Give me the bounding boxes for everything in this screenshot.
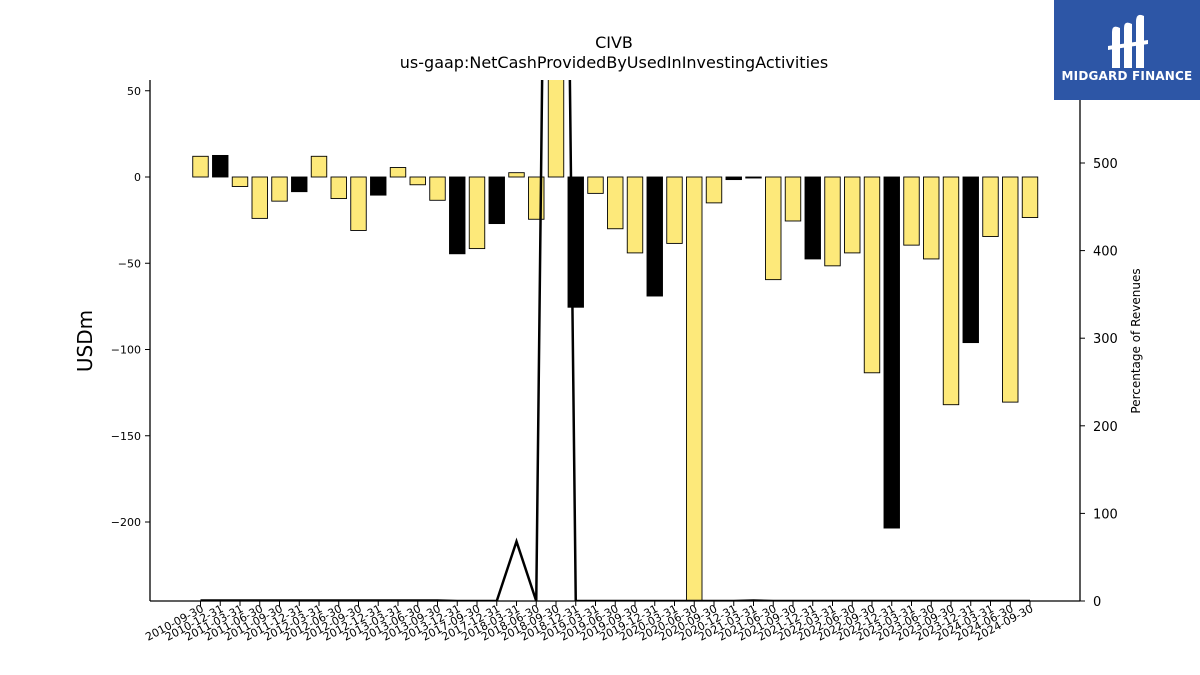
y-axis-label: USDm [73, 310, 97, 372]
bar-2022-09-30 [863, 176, 881, 374]
y2-tick-label: 200 [1093, 420, 1118, 435]
bar-2019-06-30 [607, 176, 624, 230]
bar-2023-03-31 [903, 176, 920, 246]
bar-2011-09-30 [271, 176, 288, 202]
bar-2011-06-30 [251, 176, 268, 219]
bar-2021-06-30 [765, 176, 782, 281]
bar-2023-12-31 [962, 176, 979, 344]
bar-2021-09-30 [784, 176, 802, 222]
bar-2022-06-30 [844, 176, 861, 254]
y-tick-label: −100 [111, 344, 141, 357]
bar-layer [192, 80, 1039, 601]
bar-2021-12-31 [804, 176, 821, 260]
bar-2020-06-30 [686, 176, 703, 601]
bar-2019-09-30 [626, 176, 644, 254]
bar-2020-12-31 [725, 176, 742, 181]
bar-2020-09-30 [705, 176, 723, 204]
y2-tick-label: 400 [1093, 245, 1118, 260]
bar-2010-12-31 [212, 154, 229, 178]
y2-tick-label: 100 [1093, 507, 1118, 522]
bar-2021-03-31 [745, 176, 762, 179]
bar-2010-09-30 [192, 155, 209, 178]
bar-2024-06-30 [1002, 176, 1019, 403]
bar-2011-03-31 [231, 176, 249, 187]
bar-2022-03-31 [824, 176, 841, 267]
bar-2011-12-31 [291, 176, 308, 193]
bar-2012-12-31 [370, 176, 387, 196]
chart-title: CIVB [595, 33, 633, 52]
y-tick-label: −150 [111, 430, 141, 443]
bar-2012-09-30 [350, 176, 367, 231]
bar-2018-03-31 [508, 172, 525, 178]
bar-2019-12-31 [646, 176, 663, 297]
bar-2022-12-31 [883, 176, 900, 529]
y-tick-label: 50 [127, 85, 141, 98]
bar-2020-03-31 [666, 176, 683, 244]
bar-2013-12-31 [449, 176, 466, 255]
bar-2018-09-30 [547, 80, 565, 178]
revenue-percentage-line [200, 80, 1030, 601]
midgard-logo-icon [1108, 14, 1148, 69]
bar-2024-03-31 [982, 176, 999, 237]
bar-2017-12-31 [488, 176, 505, 225]
bar-2012-03-31 [310, 155, 328, 178]
bar-2023-09-30 [942, 176, 960, 406]
axes: 500−50−100−150−20001002003004005002010-0… [111, 80, 1118, 644]
bar-2024-09-30 [1021, 176, 1039, 218]
y2-tick-label: 0 [1093, 595, 1101, 610]
revenue-percentage-line-layer [200, 80, 1030, 601]
y2-tick-label: 500 [1093, 157, 1118, 172]
bar-2017-09-30 [468, 176, 486, 250]
bar-2013-06-30 [409, 176, 426, 186]
y2-tick-label: 300 [1093, 332, 1118, 347]
bar-2013-03-31 [389, 167, 407, 178]
y2-axis-label: Percentage of Revenues [1129, 268, 1143, 413]
bar-2019-03-31 [587, 176, 604, 194]
bar-2013-09-30 [429, 176, 446, 201]
bar-2023-06-30 [923, 176, 940, 260]
y-tick-label: −200 [111, 516, 141, 529]
y-tick-label: −50 [118, 257, 141, 270]
brand-name: MIDGARD FINANCE [1061, 69, 1193, 83]
bar-2012-06-30 [330, 176, 347, 200]
chart-subtitle: us-gaap:NetCashProvidedByUsedInInvesting… [400, 53, 828, 72]
brand-logo: MIDGARD FINANCE [1054, 0, 1200, 100]
y-tick-label: 0 [134, 171, 141, 184]
